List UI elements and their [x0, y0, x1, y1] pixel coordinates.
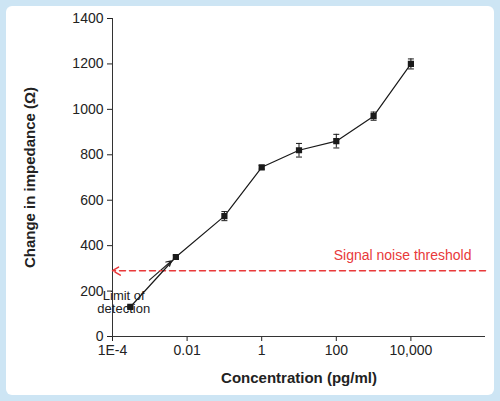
- svg-text:Change in impedance (Ω): Change in impedance (Ω): [21, 87, 38, 268]
- svg-text:1: 1: [258, 342, 266, 358]
- svg-text:1000: 1000: [72, 101, 103, 117]
- svg-text:1400: 1400: [72, 10, 103, 26]
- svg-text:1E-4: 1E-4: [98, 342, 128, 358]
- svg-text:100: 100: [325, 342, 349, 358]
- svg-text:800: 800: [80, 146, 104, 162]
- svg-text:Concentration (pg/ml): Concentration (pg/ml): [221, 369, 377, 386]
- svg-text:1200: 1200: [72, 55, 103, 71]
- svg-text:Limit ofdetection: Limit ofdetection: [97, 288, 150, 316]
- svg-text:600: 600: [80, 192, 104, 208]
- svg-text:0: 0: [95, 328, 104, 344]
- svg-text:400: 400: [80, 237, 104, 253]
- svg-text:200: 200: [80, 283, 104, 299]
- svg-text:Signal noise threshold: Signal noise threshold: [334, 247, 472, 263]
- svg-text:0.01: 0.01: [173, 342, 200, 358]
- svg-text:10,000: 10,000: [389, 342, 432, 358]
